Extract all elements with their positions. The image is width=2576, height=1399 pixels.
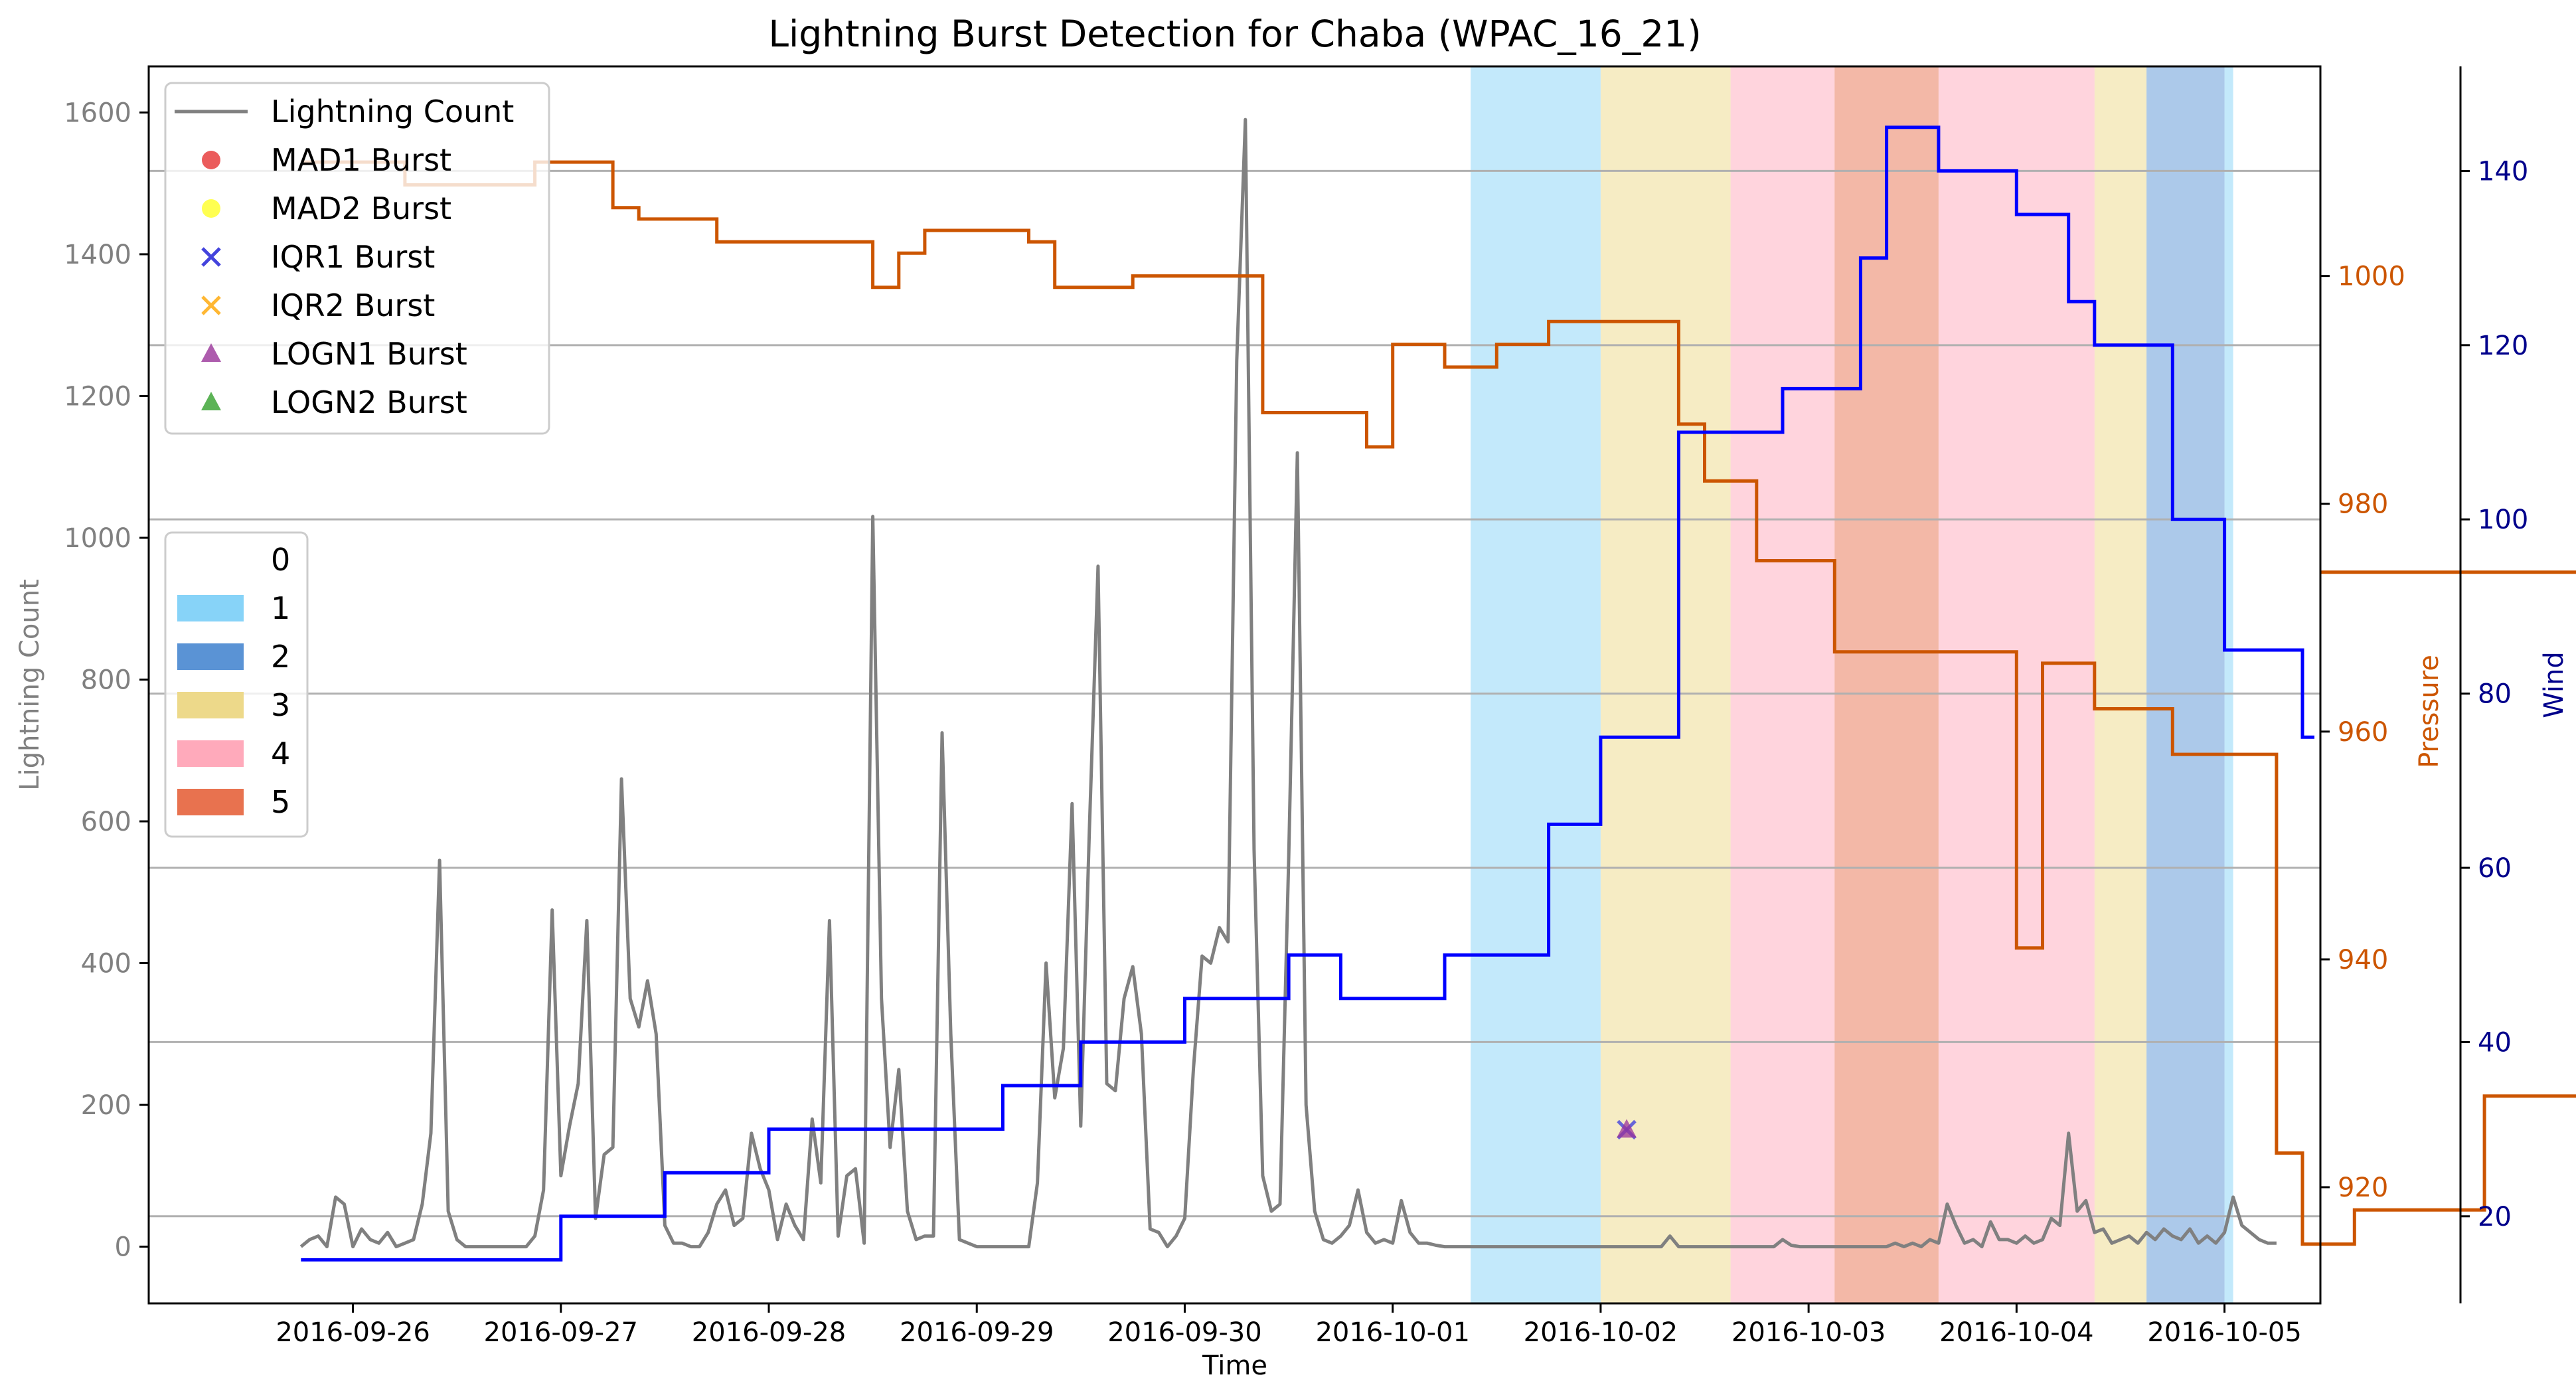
category-band-1 [2224, 66, 2233, 1303]
legend-label: MAD1 Burst [271, 142, 451, 178]
y-tick-label-wind: 100 [2478, 505, 2528, 535]
legend-label: MAD2 Burst [271, 191, 451, 226]
y-axis-label-wind: Wind [2539, 651, 2569, 718]
category-band-1 [1471, 66, 1601, 1303]
x-tick-label: 2016-09-27 [484, 1317, 638, 1348]
y-tick-label-lightning: 200 [81, 1090, 131, 1121]
category-legend-swatch-4 [177, 740, 244, 767]
y-tick-label-lightning: 1000 [64, 523, 131, 554]
axes: 2016-09-26 2016-09-27 2016-09-28 2016-09-29… [15, 65, 2569, 1348]
x-tick-label: 2016-09-29 [900, 1317, 1054, 1348]
category-legend-swatch-1 [177, 595, 244, 621]
legend-x-swatch [201, 295, 221, 315]
legend-circle-swatch [202, 151, 220, 169]
wind-line [301, 125, 2314, 1262]
series-lines [299, 118, 2576, 1262]
category-legend-swatch-0 [177, 546, 244, 573]
category-legend-label: 0 [271, 542, 290, 578]
legend-label: IQR2 Burst [271, 288, 435, 323]
x-axis-label: Time [1202, 1351, 1267, 1381]
category-legend-swatch-3 [177, 692, 244, 718]
category-legend: 0 1 2 3 4 5 [164, 531, 309, 838]
y-tick-label-lightning: 1400 [64, 240, 131, 270]
legend-triangle-swatch [201, 343, 221, 362]
legend-label: LOGN1 Burst [271, 336, 467, 372]
legend-x-swatch [201, 247, 221, 267]
category-legend-swatch-2 [177, 643, 244, 670]
y-tick-label-lightning: 800 [81, 665, 131, 695]
legend-triangle-swatch [201, 392, 221, 410]
y-tick-label-wind: 80 [2478, 679, 2512, 710]
y-tick-label-pressure: 1000 [2338, 262, 2405, 292]
category-band-3 [2094, 66, 2147, 1303]
legend-box [164, 82, 550, 435]
y-tick-label-pressure: 940 [2338, 945, 2388, 975]
lightning-count-line [299, 118, 2277, 1249]
y-tick-label-lightning: 400 [81, 949, 131, 979]
burst-markers [1617, 1119, 1637, 1140]
y-tick-label-wind: 120 [2478, 331, 2528, 361]
category-band-4 [1730, 66, 1835, 1303]
y-tick-label-lightning: 1200 [64, 381, 131, 412]
y-axis-label-pressure: Pressure [2414, 655, 2445, 768]
category-bands [1471, 66, 2233, 1303]
category-band-2 [2146, 66, 2225, 1303]
category-legend-label: 1 [271, 590, 290, 626]
y-tick-label-wind: 60 [2478, 853, 2512, 884]
legend-circle-swatch [202, 199, 220, 218]
x-tick-label: 2016-09-30 [1107, 1317, 1261, 1348]
category-band-5 [1834, 66, 1939, 1303]
x-tick-label: 2016-10-05 [2147, 1317, 2301, 1348]
y-tick-label-wind: 140 [2478, 156, 2528, 187]
y-tick-label-lightning: 600 [81, 807, 131, 837]
category-band-3 [1600, 66, 1731, 1303]
y-tick-label-lightning: 1600 [64, 98, 131, 128]
category-legend-label: 4 [271, 736, 290, 772]
legend-label: LOGN2 Burst [271, 384, 467, 420]
category-legend-label: 3 [271, 687, 290, 723]
burst-marker-logn1-burst [1617, 1119, 1637, 1138]
legend-label: Lightning Count [271, 94, 514, 129]
category-legend-swatch-5 [177, 789, 244, 815]
y-tick-label-lightning: 0 [115, 1232, 131, 1263]
category-legend-label: 5 [271, 784, 290, 820]
chart-title: Lightning Burst Detection for Chaba (WPA… [768, 13, 1701, 55]
legend-label: IQR1 Burst [271, 239, 435, 275]
x-tick-label: 2016-10-02 [1524, 1317, 1678, 1348]
x-tick-label: 2016-10-01 [1315, 1317, 1469, 1348]
x-tick-label: 2016-10-04 [1939, 1317, 2093, 1348]
x-tick-label: 2016-09-26 [276, 1317, 430, 1348]
y-tick-label-wind: 40 [2478, 1027, 2512, 1058]
pressure-line [301, 160, 2576, 1246]
plot-frame [147, 65, 2322, 1305]
category-legend-label: 2 [271, 639, 290, 675]
x-tick-label: 2016-09-28 [692, 1317, 846, 1348]
y-tick-label-pressure: 960 [2338, 717, 2388, 748]
y-tick-label-pressure: 980 [2338, 489, 2388, 520]
marker-legend: Lightning Count MAD1 Burst MAD2 Burst IQR1 … [164, 82, 550, 435]
x-tick-label: 2016-10-03 [1731, 1317, 1886, 1348]
y-axis-label-lightning: Lightning Count [15, 579, 45, 791]
y-tick-label-wind: 20 [2478, 1202, 2512, 1232]
y-tick-label-pressure: 920 [2338, 1173, 2388, 1203]
